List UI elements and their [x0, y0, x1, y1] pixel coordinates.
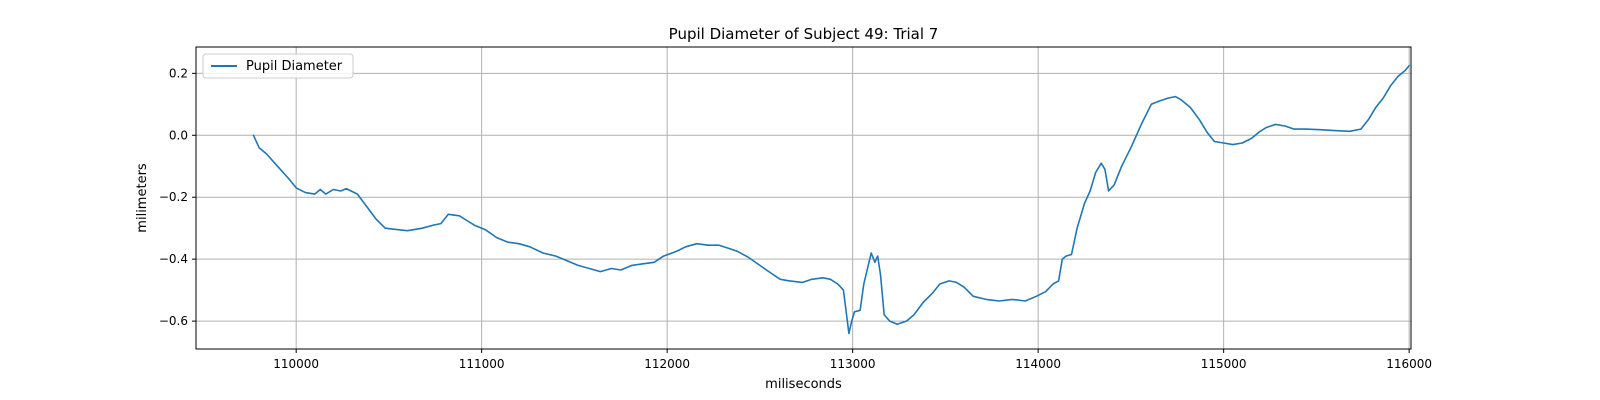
y-tick-label: 0.0	[169, 128, 188, 142]
x-tick-label: 111000	[459, 357, 505, 371]
ticks: 110000 111000 112000 113000 114000 115000 1160…	[159, 66, 1432, 371]
y-tick-label: −0.4	[159, 252, 188, 266]
x-axis-label: miliseconds	[765, 377, 842, 392]
series-line-pupil-diameter	[252, 64, 1410, 335]
x-tick-label: 112000	[644, 357, 690, 371]
x-tick-label: 113000	[830, 357, 876, 371]
legend-box	[202, 53, 354, 79]
y-tick-label: −0.6	[159, 314, 188, 328]
y-axis-label: milimeters	[135, 163, 150, 233]
x-tick-label: 116000	[1386, 357, 1432, 371]
y-tick-label: 0.2	[169, 66, 188, 80]
chart-title: Pupil Diameter of Subject 49: Trial 7	[669, 25, 939, 43]
series-layer	[252, 64, 1410, 335]
legend: Pupil Diameter	[202, 53, 354, 79]
y-tick-label: −0.2	[159, 190, 188, 204]
x-tick-label: 110000	[273, 357, 319, 371]
x-tick-label: 115000	[1201, 357, 1247, 371]
x-tick-label: 114000	[1015, 357, 1061, 371]
plot-frame	[195, 46, 1412, 350]
legend-label: Pupil Diameter	[246, 59, 343, 74]
